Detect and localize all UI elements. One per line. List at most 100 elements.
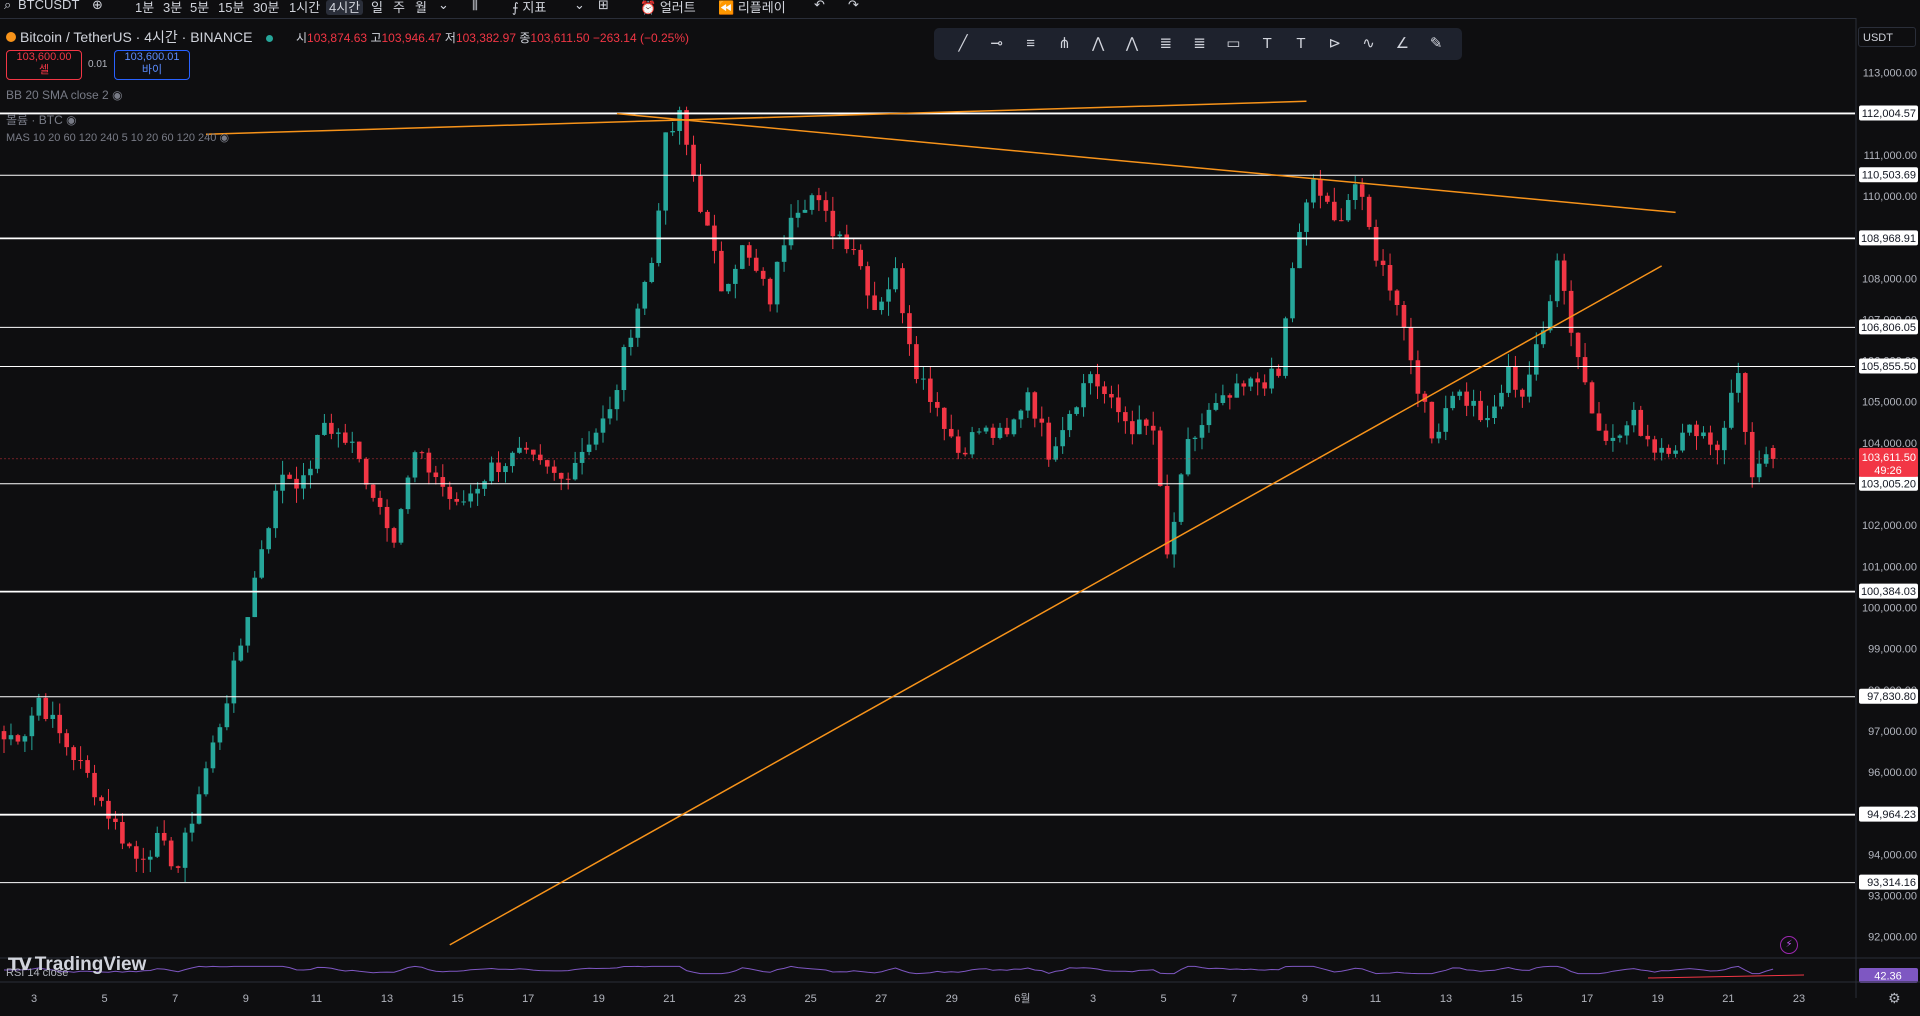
- price-unit-select[interactable]: USDT: [1858, 27, 1916, 47]
- candle: [781, 245, 787, 262]
- trend-line-icon[interactable]: ╱: [958, 35, 968, 52]
- symbol-legend: Bitcoin / TetherUS · 4시간 · BINANCE: [6, 27, 274, 47]
- chevron-down-icon[interactable]: ⌄: [574, 0, 585, 12]
- text-tool-icon[interactable]: T: [1296, 35, 1306, 52]
- candle: [531, 449, 536, 455]
- tab-timeframe-1h[interactable]: 1시간: [289, 0, 321, 15]
- trend-line: [449, 265, 1663, 946]
- level-price-tag: [1859, 167, 1918, 183]
- angle-icon[interactable]: ∠: [1395, 35, 1410, 52]
- time-tick-label: 11: [311, 993, 322, 1005]
- buy-button[interactable]: 103,600.01 바이: [114, 50, 190, 80]
- tab-timeframe-4h[interactable]: 4시간: [326, 0, 364, 16]
- candle: [865, 266, 870, 296]
- indicators-button[interactable]: ⨍ 지표: [512, 0, 547, 15]
- xabcd-pattern-icon[interactable]: ⋀: [1092, 35, 1105, 52]
- time-tick-label: 25: [804, 993, 816, 1005]
- tab-timeframe-1m[interactable]: 1분: [135, 0, 155, 15]
- candle: [1227, 395, 1233, 398]
- candle: [349, 441, 355, 443]
- level-price-label: 105,855.50: [1861, 361, 1916, 373]
- candle: [1408, 327, 1414, 361]
- candle: [1499, 392, 1504, 407]
- tab-timeframe-3m[interactable]: 3분: [163, 0, 183, 15]
- candle: [1290, 268, 1295, 319]
- candle: [551, 466, 557, 473]
- fib-retracement-icon[interactable]: ≣: [1159, 35, 1173, 52]
- pitchfork-icon[interactable]: ⋔: [1058, 35, 1071, 52]
- tab-timeframe-1w[interactable]: 주: [393, 0, 405, 15]
- indicator-volume[interactable]: 볼륨 · BTC ◉: [6, 113, 77, 127]
- candle: [92, 772, 97, 798]
- candle: [1143, 419, 1149, 426]
- search-icon[interactable]: ⌕: [4, 0, 12, 12]
- layout-icon[interactable]: ⊞: [598, 0, 609, 12]
- candle: [1631, 409, 1637, 426]
- candle: [621, 347, 627, 391]
- candle: [802, 209, 808, 213]
- replay-button[interactable]: ⏪ 리플레이: [718, 0, 786, 15]
- candle: [948, 428, 954, 437]
- tab-timeframe-15m[interactable]: 15분: [218, 0, 245, 15]
- horizontal-ray-icon[interactable]: ⊸: [990, 35, 1004, 52]
- candle: [8, 735, 14, 740]
- tab-timeframe-30m[interactable]: 30분: [253, 0, 280, 15]
- rectangle-icon[interactable]: ▭: [1226, 35, 1241, 52]
- brush-icon[interactable]: ✎: [1429, 35, 1443, 52]
- undo-icon[interactable]: ↶: [814, 0, 825, 12]
- candle: [663, 132, 668, 211]
- candle: [273, 490, 278, 529]
- time-tick-label: 6월: [1014, 992, 1030, 1005]
- price-tick-label: 104,000.00: [1862, 438, 1917, 450]
- candle: [189, 823, 195, 833]
- candles-icon[interactable]: ⫼: [472, 0, 478, 12]
- candle: [572, 462, 578, 480]
- candle: [962, 452, 968, 455]
- plus-circle-icon[interactable]: ⊕: [92, 0, 103, 12]
- alert-button[interactable]: ⏰ 얼러트: [640, 0, 696, 15]
- candle: [1513, 366, 1518, 390]
- candle: [252, 577, 258, 618]
- candle: [733, 268, 738, 284]
- time-tick-label: 9: [243, 993, 249, 1005]
- candle: [1248, 378, 1254, 387]
- candle: [1492, 406, 1497, 419]
- path-icon[interactable]: ∿: [1362, 35, 1375, 52]
- tab-timeframe-5m[interactable]: 5분: [190, 0, 210, 15]
- long-position-icon[interactable]: ⊳: [1328, 35, 1342, 52]
- candle: [1624, 425, 1630, 436]
- tab-timeframe-1mo[interactable]: 월: [415, 0, 427, 15]
- abcd-pattern-icon[interactable]: ⋀: [1125, 35, 1139, 52]
- sell-button[interactable]: 103,600.00 셀: [6, 50, 82, 80]
- lightning-icon[interactable]: ⚡: [1780, 936, 1798, 954]
- candle: [1213, 402, 1219, 410]
- indicator-bb[interactable]: BB 20 SMA close 2 ◉: [6, 88, 123, 102]
- text-icon[interactable]: T: [1262, 35, 1272, 52]
- tab-timeframe-1d[interactable]: 일: [371, 0, 383, 15]
- chevron-down-icon[interactable]: ⌄: [438, 0, 449, 12]
- candle: [266, 528, 271, 550]
- symbol-search[interactable]: BTCUSDT: [18, 0, 80, 12]
- rsi-value-tag: [1859, 968, 1918, 983]
- redo-icon[interactable]: ↷: [848, 0, 859, 12]
- candle: [1192, 437, 1198, 440]
- gear-icon[interactable]: ⚙: [1888, 990, 1901, 1006]
- candle: [154, 832, 160, 857]
- candle: [907, 313, 912, 345]
- indicator-mas[interactable]: MAS 10 20 60 120 240 5 10 20 60 120 240 …: [6, 132, 230, 144]
- candle: [238, 645, 244, 661]
- candle: [231, 660, 237, 704]
- fib-extension-icon[interactable]: ≣: [1193, 35, 1206, 52]
- chart-canvas[interactable]: 92,000.0093,000.0094,000.0095,000.0096,0…: [0, 18, 1920, 1016]
- candle: [1206, 409, 1212, 426]
- candle: [224, 703, 230, 728]
- candle: [705, 211, 710, 226]
- price-tick-label: 111,000.00: [1864, 150, 1917, 162]
- parallel-channel-icon[interactable]: ≡: [1026, 35, 1035, 52]
- candle: [15, 735, 21, 742]
- level-price-label: 93,314.16: [1867, 877, 1916, 889]
- candle: [398, 509, 404, 543]
- candle: [1171, 521, 1177, 555]
- candle: [997, 427, 1003, 438]
- candle: [1046, 422, 1052, 460]
